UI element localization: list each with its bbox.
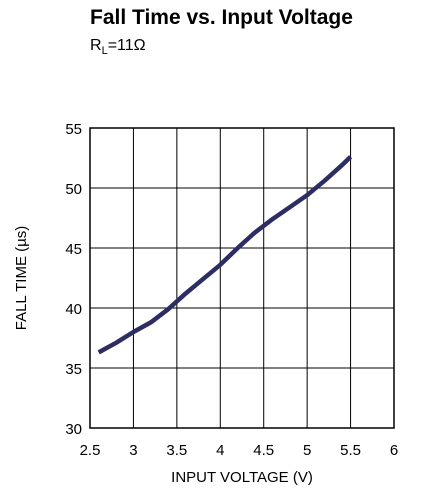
subtitle-subscript: L xyxy=(101,45,108,58)
y-tick-label: 40 xyxy=(65,301,82,318)
y-tick-label: 55 xyxy=(65,121,82,138)
x-tick-label: 5 xyxy=(303,442,311,459)
y-axis-label: FALL TIME (µs) xyxy=(13,226,30,331)
x-tick-label: 3 xyxy=(129,442,137,459)
subtitle-suffix: =11Ω xyxy=(107,37,146,54)
chart-subtitle: RL=11Ω xyxy=(90,37,146,57)
x-tick-labels: 2.5 3 3.5 4 4.5 5 5.5 6 xyxy=(80,442,399,459)
x-tick-label: 2.5 xyxy=(80,442,101,459)
series-line xyxy=(97,155,353,355)
y-tick-label: 35 xyxy=(65,361,82,378)
chart-title: Fall Time vs. Input Voltage xyxy=(90,6,353,29)
subtitle-prefix: R xyxy=(90,37,102,54)
y-tick-labels: 30 35 40 45 50 55 xyxy=(65,121,82,438)
x-tick-label: 6 xyxy=(390,442,398,459)
x-tick-label: 4 xyxy=(216,442,224,459)
y-tick-label: 30 xyxy=(65,421,82,438)
grid-lines xyxy=(90,128,394,428)
y-tick-label: 50 xyxy=(65,181,82,198)
x-tick-label: 4.5 xyxy=(253,442,274,459)
x-tick-label: 3.5 xyxy=(166,442,187,459)
x-axis-label: INPUT VOLTAGE (V) xyxy=(171,469,313,486)
x-tick-label: 5.5 xyxy=(340,442,361,459)
y-tick-label: 45 xyxy=(65,241,82,258)
plot-frame xyxy=(89,127,395,429)
